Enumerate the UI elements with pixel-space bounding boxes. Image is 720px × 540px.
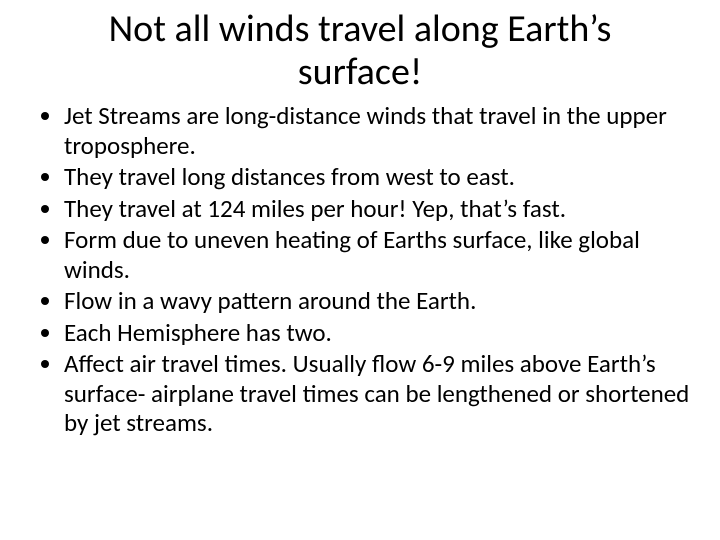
list-item: Flow in a wavy pattern around the Earth. [64, 286, 692, 318]
list-item: Affect air travel times. Usually flow 6-… [64, 349, 692, 440]
bullet-list: Jet Streams are long-distance winds that… [28, 101, 692, 440]
slide: Not all winds travel along Earth’s surfa… [0, 0, 720, 540]
list-item: They travel long distances from west to … [64, 162, 692, 194]
list-item: Each Hemisphere has two. [64, 318, 692, 350]
slide-title: Not all winds travel along Earth’s surfa… [28, 8, 692, 93]
list-item: Jet Streams are long-distance winds that… [64, 101, 692, 162]
list-item: Form due to uneven heating of Earths sur… [64, 225, 692, 286]
list-item: They travel at 124 miles per hour! Yep, … [64, 194, 692, 226]
